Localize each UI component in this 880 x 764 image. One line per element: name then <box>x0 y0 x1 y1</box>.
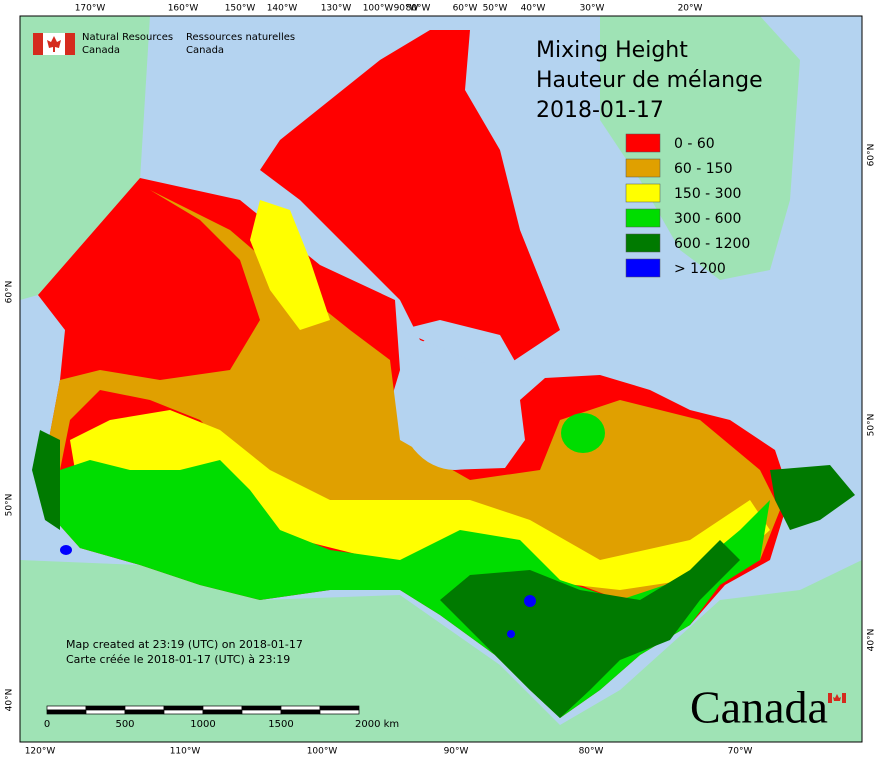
legend-swatch <box>625 133 661 153</box>
wordmark-flag <box>842 693 846 703</box>
graticule-label: 110°W <box>170 747 201 757</box>
scale-segment <box>241 705 282 711</box>
note: Carte créée le 2018-01-17 (UTC) à 23:19 <box>66 653 290 666</box>
zone-over-1200 <box>60 545 72 555</box>
legend-label: 150 - 300 <box>674 186 741 202</box>
arctic-islands <box>260 30 560 370</box>
graticule-label: 90°W <box>444 747 469 757</box>
graticule-label: 60°W <box>453 4 478 14</box>
scale-segment <box>202 705 243 711</box>
scale-segment <box>280 705 321 711</box>
title: 2018-01-17 <box>536 98 664 123</box>
graticule-label: 60°N <box>867 144 877 167</box>
legend-swatch <box>625 158 661 178</box>
title: Mixing Height <box>536 38 688 63</box>
graticule-label: 40°W <box>521 4 546 14</box>
flag-bar <box>65 33 75 55</box>
graticule-label: 40°N <box>5 689 15 712</box>
scale-segment <box>85 705 126 711</box>
zone-over-1200 <box>507 630 515 638</box>
graticule-label: 30°W <box>580 4 605 14</box>
graticule-label: 160°W <box>168 4 199 14</box>
scale-segment <box>124 705 165 711</box>
graticule-label: 100°W <box>363 4 394 14</box>
scale-segment <box>46 709 87 715</box>
legend: 0 - 60 60 - 150 150 - 300 300 - 600 600 - 12… <box>625 133 750 278</box>
header-en: Natural Resources <box>82 32 173 43</box>
scale-segment <box>280 709 321 715</box>
header-fr: Canada <box>186 45 224 56</box>
graticule-label: 50°N <box>867 414 877 437</box>
graticule-label: 130°W <box>321 4 352 14</box>
graticule-label: 150°W <box>225 4 256 14</box>
legend-label: 60 - 150 <box>674 161 733 177</box>
scale-label: 0 <box>44 719 50 730</box>
graticule-label: 50°W <box>483 4 508 14</box>
wordmark-leaf <box>833 694 841 701</box>
scale-segment <box>241 709 282 715</box>
scale-segment <box>163 705 204 711</box>
map-frame <box>19 15 863 743</box>
scale-label: 1500 <box>268 719 293 730</box>
header-fr: Ressources naturelles <box>186 32 295 43</box>
newfoundland <box>770 465 855 530</box>
graticule: 170°W 160°W 150°W 140°W 130°W 100°W 90°W80°W 60… <box>5 4 877 757</box>
alaska <box>20 16 150 300</box>
zone-300-600-quebec <box>561 413 605 453</box>
scale-segment <box>46 705 87 711</box>
scale-segment <box>202 709 243 715</box>
graticule-label: 20°W <box>678 4 703 14</box>
graticule-label: 80°W <box>406 4 431 14</box>
legend-swatch <box>625 183 661 203</box>
graticule-label: 140°W <box>267 4 298 14</box>
legend-swatch <box>625 208 661 228</box>
legend-label: 0 - 60 <box>674 136 715 152</box>
graticule-label: 170°W <box>75 4 106 14</box>
flag-bar <box>33 33 43 55</box>
greenland <box>600 16 800 280</box>
zone-150-300 <box>70 410 770 590</box>
legend-label: 300 - 600 <box>674 211 741 227</box>
legend-label: > 1200 <box>674 261 726 277</box>
zone-over-1200 <box>524 595 536 607</box>
usa <box>20 560 862 742</box>
legend-swatch <box>625 233 661 253</box>
hudson-bay <box>397 330 513 470</box>
graticule-label: 50°N <box>5 494 15 517</box>
hudson-strait <box>400 320 520 370</box>
graticule-label: 70°W <box>728 747 753 757</box>
scale-label: 2000 km <box>355 719 399 730</box>
scale-segment <box>319 709 360 715</box>
zone-150-300-north <box>250 200 330 330</box>
graticule-label: 60°N <box>5 281 15 304</box>
scale-segment <box>163 709 204 715</box>
note: Map created at 23:19 (UTC) on 2018-01-17 <box>66 638 303 651</box>
scale-segment <box>124 709 165 715</box>
graticule-label: 90°W <box>394 4 419 14</box>
maple-leaf <box>47 36 61 52</box>
scale-label: 1000 <box>190 719 215 730</box>
graticule-label: 40°N <box>867 629 877 652</box>
title: Hauteur de mélange <box>536 68 763 93</box>
wordmark: Canada <box>690 682 828 733</box>
scale-label: 500 <box>115 719 134 730</box>
graticule-label: 100°W <box>307 747 338 757</box>
scale-segment <box>85 709 126 715</box>
legend-label: 600 - 1200 <box>674 236 750 252</box>
scale-bar: 0 500 1000 1500 2000 km <box>44 705 399 730</box>
zone-600-1200 <box>440 540 740 718</box>
wordmark-flag <box>828 693 832 703</box>
header-en: Canada <box>82 45 120 56</box>
graticule-label: 120°W <box>25 747 56 757</box>
legend-swatch <box>625 258 661 278</box>
vancouver-island <box>32 430 60 530</box>
zone-60-150 <box>45 190 780 600</box>
graticule-label: 80°W <box>579 747 604 757</box>
scale-segment <box>319 705 360 711</box>
